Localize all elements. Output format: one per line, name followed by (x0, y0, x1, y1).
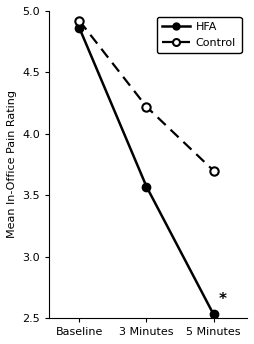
Line: Control: Control (75, 17, 218, 175)
HFA (78, 26, 81, 30)
Control (78, 19, 81, 23)
Control (145, 105, 148, 109)
Y-axis label: Mean In-Office Pain Rating: Mean In-Office Pain Rating (7, 90, 17, 238)
HFA (145, 184, 148, 189)
Legend: HFA, Control: HFA, Control (157, 17, 242, 53)
Line: HFA: HFA (75, 24, 218, 319)
HFA (212, 312, 215, 316)
Text: *: * (219, 292, 227, 307)
Control (212, 169, 215, 173)
